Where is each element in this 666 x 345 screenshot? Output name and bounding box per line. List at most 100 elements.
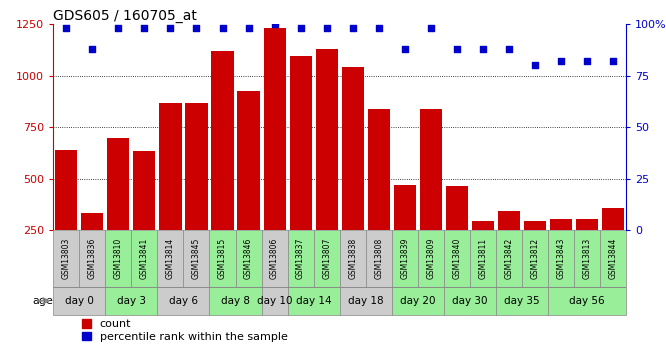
Text: day 30: day 30: [452, 296, 488, 306]
Text: GSM13846: GSM13846: [244, 238, 253, 279]
Point: [452, 46, 462, 52]
Bar: [574, 230, 600, 287]
Bar: [105, 230, 131, 287]
Point: [295, 26, 306, 31]
Bar: [392, 287, 444, 315]
Text: GSM13837: GSM13837: [296, 238, 305, 279]
Bar: [288, 230, 314, 287]
Bar: [210, 230, 236, 287]
Point: [217, 26, 228, 31]
Bar: [290, 56, 312, 282]
Bar: [262, 230, 288, 287]
Bar: [264, 28, 286, 282]
Bar: [340, 230, 366, 287]
Bar: [288, 287, 340, 315]
Point: [321, 26, 332, 31]
Bar: [550, 219, 572, 282]
Point: [607, 58, 618, 64]
Bar: [340, 287, 392, 315]
Bar: [157, 230, 183, 287]
Bar: [79, 230, 105, 287]
Bar: [470, 230, 496, 287]
Bar: [81, 213, 103, 282]
Text: day 35: day 35: [504, 296, 539, 306]
Point: [61, 26, 72, 31]
Text: day 18: day 18: [348, 296, 384, 306]
Point: [191, 26, 202, 31]
Bar: [498, 211, 520, 282]
Bar: [316, 49, 338, 282]
Bar: [418, 230, 444, 287]
Bar: [548, 287, 626, 315]
Bar: [368, 109, 390, 282]
Bar: [548, 230, 574, 287]
Text: GSM13807: GSM13807: [322, 238, 331, 279]
Bar: [133, 151, 155, 282]
Bar: [107, 138, 129, 282]
Bar: [394, 185, 416, 282]
Bar: [131, 230, 157, 287]
Point: [529, 62, 540, 68]
Point: [243, 26, 254, 31]
Bar: [524, 221, 546, 282]
Point: [426, 26, 436, 31]
Bar: [185, 104, 208, 282]
Bar: [342, 67, 364, 282]
Bar: [444, 287, 496, 315]
Point: [374, 26, 384, 31]
Text: GSM13808: GSM13808: [374, 238, 383, 279]
Text: day 8: day 8: [221, 296, 250, 306]
Text: GSM13843: GSM13843: [557, 238, 565, 279]
Text: GSM13845: GSM13845: [192, 238, 201, 279]
Bar: [600, 230, 626, 287]
Bar: [55, 150, 77, 282]
Bar: [157, 287, 210, 315]
Bar: [314, 230, 340, 287]
Bar: [522, 230, 548, 287]
Bar: [211, 51, 234, 282]
Bar: [210, 287, 262, 315]
Text: GSM13840: GSM13840: [452, 238, 462, 279]
Text: GSM13803: GSM13803: [62, 238, 71, 279]
Text: day 10: day 10: [257, 296, 292, 306]
Text: GSM13841: GSM13841: [140, 238, 149, 279]
Text: GSM13806: GSM13806: [270, 238, 279, 279]
Text: age: age: [33, 296, 53, 306]
Bar: [392, 230, 418, 287]
Point: [348, 26, 358, 31]
Text: day 6: day 6: [169, 296, 198, 306]
Bar: [236, 230, 262, 287]
Bar: [496, 230, 522, 287]
Text: GSM13839: GSM13839: [400, 238, 409, 279]
Text: day 56: day 56: [569, 296, 605, 306]
Text: GSM13811: GSM13811: [478, 238, 488, 279]
Point: [478, 46, 488, 52]
Text: GSM13812: GSM13812: [530, 238, 539, 279]
Bar: [446, 186, 468, 282]
Point: [87, 46, 98, 52]
Bar: [366, 230, 392, 287]
Text: GSM13836: GSM13836: [88, 238, 97, 279]
Text: GSM13838: GSM13838: [348, 238, 357, 279]
Point: [400, 46, 410, 52]
Point: [581, 58, 592, 64]
Bar: [105, 287, 157, 315]
Bar: [238, 91, 260, 282]
Text: GSM13810: GSM13810: [114, 238, 123, 279]
Bar: [602, 208, 624, 282]
Text: GSM13844: GSM13844: [609, 238, 617, 279]
Bar: [53, 287, 105, 315]
Text: day 14: day 14: [296, 296, 332, 306]
Text: GSM13815: GSM13815: [218, 238, 227, 279]
Bar: [420, 109, 442, 282]
Text: GSM13842: GSM13842: [504, 238, 513, 279]
Point: [113, 26, 124, 31]
Bar: [262, 287, 288, 315]
Point: [503, 46, 514, 52]
Text: day 3: day 3: [117, 296, 146, 306]
Text: day 0: day 0: [65, 296, 94, 306]
Bar: [444, 230, 470, 287]
Point: [269, 21, 280, 27]
Bar: [496, 287, 548, 315]
Legend: count, percentile rank within the sample: count, percentile rank within the sample: [82, 319, 288, 342]
